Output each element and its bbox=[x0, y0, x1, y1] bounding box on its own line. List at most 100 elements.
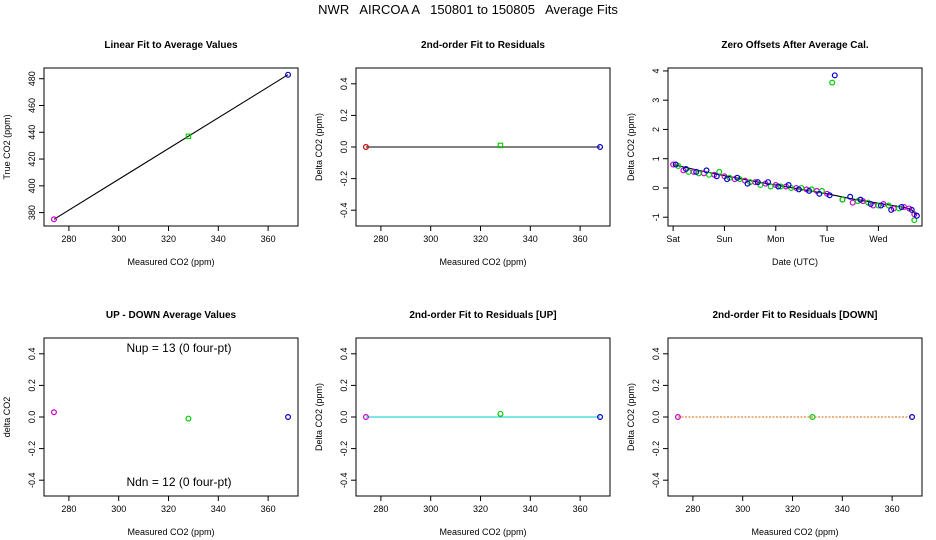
data-point bbox=[50, 409, 57, 416]
y-tick-label: -0.4 bbox=[339, 472, 349, 488]
x-tick-label: 300 bbox=[735, 504, 750, 514]
y-tick-label: 0 bbox=[651, 185, 661, 190]
x-tick-label: 360 bbox=[573, 234, 588, 244]
y-axis-label: Delta CO2 (ppm) bbox=[626, 113, 636, 181]
data-point bbox=[703, 167, 710, 174]
data-point bbox=[713, 173, 720, 180]
y-tick-label: 0.4 bbox=[27, 348, 37, 361]
data-point bbox=[777, 183, 784, 190]
x-tick-label: 340 bbox=[523, 234, 538, 244]
y-axis-label: Delta CO2 (ppm) bbox=[314, 383, 324, 451]
x-tick-label: 340 bbox=[835, 504, 850, 514]
y-tick-label: -0.4 bbox=[339, 202, 349, 218]
data-point bbox=[670, 161, 677, 168]
y-tick-label: 380 bbox=[27, 205, 37, 220]
x-axis-label: Measured CO2 (ppm) bbox=[439, 527, 526, 537]
y-tick-label: 0.4 bbox=[651, 348, 661, 361]
data-point bbox=[734, 174, 741, 181]
x-tick-label: 280 bbox=[685, 504, 700, 514]
data-point bbox=[908, 206, 915, 213]
data-point bbox=[847, 193, 854, 200]
data-point bbox=[867, 201, 874, 208]
fit-line bbox=[53, 74, 289, 220]
y-tick-label: 1 bbox=[651, 156, 661, 161]
x-tick-label: 280 bbox=[373, 234, 388, 244]
y-tick-label: 0.0 bbox=[27, 411, 37, 424]
x-tick-label: 360 bbox=[573, 504, 588, 514]
panel-linear-fit: Linear Fit to Average Values 280 300 320 340… bbox=[2, 40, 299, 267]
y-tick-label: 0.4 bbox=[339, 348, 349, 361]
data-point bbox=[693, 168, 700, 175]
data-point bbox=[285, 414, 292, 421]
y-tick-label: 3 bbox=[651, 98, 661, 103]
panel-residuals-up: 2nd-order Fit to Residuals [UP] 280 300 320… bbox=[314, 310, 611, 537]
y-tick-label: 0.0 bbox=[339, 141, 349, 154]
panel-up-down: UP - DOWN Average Values 280 300 320 340 360 -… bbox=[2, 310, 299, 537]
x-tick-label: 340 bbox=[211, 234, 226, 244]
x-tick-label: 300 bbox=[111, 234, 126, 244]
y-axis-label: Delta CO2 (ppm) bbox=[626, 383, 636, 451]
x-axis-label: Date (UTC) bbox=[772, 257, 818, 267]
figure-title: NWR AIRCOA A 150801 to 150805 Average Fi… bbox=[318, 2, 618, 17]
y-tick-label: 400 bbox=[27, 178, 37, 193]
y-tick-label: 440 bbox=[27, 125, 37, 140]
chart-title: Zero Offsets After Average Cal. bbox=[721, 40, 868, 51]
x-tick-label: 320 bbox=[473, 234, 488, 244]
x-tick-label: Tue bbox=[819, 234, 834, 244]
data-point bbox=[765, 179, 772, 186]
y-tick-label: 420 bbox=[27, 152, 37, 167]
x-tick-label: 360 bbox=[261, 504, 276, 514]
data-point bbox=[826, 192, 833, 199]
y-tick-label: -0.2 bbox=[339, 441, 349, 457]
data-point bbox=[816, 190, 823, 197]
x-tick-label: 320 bbox=[161, 234, 176, 244]
data-point bbox=[724, 176, 731, 183]
data-point bbox=[767, 183, 774, 190]
data-point bbox=[806, 187, 813, 194]
y-axis-label: Delta CO2 (ppm) bbox=[314, 113, 324, 181]
annotation-ndn: Ndn = 12 (0 four-pt) bbox=[126, 475, 231, 489]
data-point bbox=[888, 206, 895, 213]
y-tick-label: 460 bbox=[27, 98, 37, 113]
data-point bbox=[754, 179, 761, 186]
plot-frame bbox=[667, 67, 923, 227]
data-point bbox=[785, 182, 792, 189]
y-tick-label: 4 bbox=[651, 68, 661, 73]
x-tick-label: 320 bbox=[161, 504, 176, 514]
annotation-nup: Nup = 13 (0 four-pt) bbox=[126, 341, 231, 355]
y-tick-label: -0.2 bbox=[651, 441, 661, 457]
data-point bbox=[849, 199, 856, 206]
data-point bbox=[775, 183, 782, 190]
data-point bbox=[497, 142, 504, 149]
data-point bbox=[706, 171, 713, 178]
x-axis-label: Measured CO2 (ppm) bbox=[127, 257, 214, 267]
y-tick-label: 0.0 bbox=[339, 411, 349, 424]
data-point bbox=[362, 414, 369, 421]
data-point bbox=[857, 196, 864, 203]
x-tick-label: 320 bbox=[785, 504, 800, 514]
data-point bbox=[597, 144, 604, 151]
x-tick-label: 280 bbox=[61, 504, 76, 514]
x-tick-label: Sat bbox=[666, 234, 680, 244]
data-point bbox=[809, 414, 816, 421]
data-point bbox=[829, 79, 836, 86]
data-point bbox=[362, 144, 369, 151]
data-point bbox=[839, 196, 846, 203]
data-point bbox=[597, 414, 604, 421]
data-point bbox=[497, 410, 504, 417]
data-point bbox=[185, 415, 192, 422]
x-tick-label: 360 bbox=[885, 504, 900, 514]
x-tick-label: 360 bbox=[261, 234, 276, 244]
y-tick-label: 480 bbox=[27, 71, 37, 86]
chart-title: Linear Fit to Average Values bbox=[104, 40, 238, 51]
chart-title: UP - DOWN Average Values bbox=[106, 310, 237, 321]
x-tick-label: 280 bbox=[61, 234, 76, 244]
data-point bbox=[831, 72, 838, 79]
chart-title: 2nd-order Fit to Residuals [DOWN] bbox=[713, 310, 878, 321]
y-tick-label: 2 bbox=[651, 127, 661, 132]
data-point bbox=[911, 217, 918, 224]
y-tick-label: 0.2 bbox=[27, 379, 37, 392]
x-tick-label: 340 bbox=[211, 504, 226, 514]
data-point bbox=[898, 203, 905, 210]
